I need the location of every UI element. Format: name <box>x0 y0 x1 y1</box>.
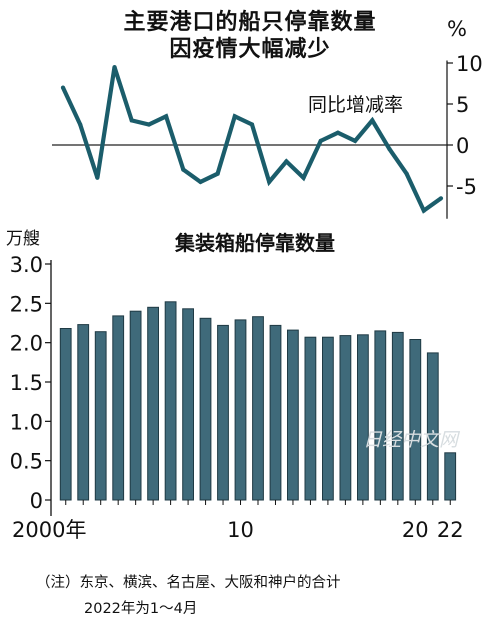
yoy-point-2008 <box>198 179 203 184</box>
yoy-point-2010 <box>232 114 237 119</box>
bar-2014 <box>304 336 317 501</box>
bar-y-tick-label: 1.5 <box>10 371 43 395</box>
footnote: （注）东京、横滨、名古屋、大阪和神户的合计 <box>36 575 341 591</box>
bar-2017 <box>357 334 369 501</box>
bar-y-tick-label: 2.0 <box>10 332 43 356</box>
bar-2001 <box>77 324 90 501</box>
bar-2015 <box>322 336 334 501</box>
line-y-tick-label: 10 <box>456 52 483 76</box>
line-y-tick-label: -5 <box>456 175 477 199</box>
chart-subtitle: 因疫情大幅减少 <box>169 37 331 62</box>
yoy-point-2002 <box>95 175 100 180</box>
bar-2002 <box>94 331 107 501</box>
bar-2008 <box>199 317 212 501</box>
line-y-tick-label: 5 <box>456 93 469 117</box>
yoy-point-2011 <box>249 122 255 127</box>
yoy-point-2016 <box>335 130 341 135</box>
bar-x-tick-label: 10 <box>227 518 254 542</box>
yoy-point-2005 <box>146 122 152 127</box>
bar-2013 <box>287 329 299 501</box>
bar-2022 <box>444 452 457 501</box>
yoy-point-2013 <box>284 159 289 164</box>
bar-2019 <box>391 331 404 501</box>
yoy-point-2014 <box>301 175 306 180</box>
bar-2021 <box>426 352 439 501</box>
yoy-point-2007 <box>181 167 186 172</box>
yoy-point-2015 <box>318 138 323 143</box>
bar-2018 <box>374 330 387 501</box>
yoy-change-line <box>61 66 443 214</box>
bar-2009 <box>217 324 229 501</box>
bar-y-unit-label: 万艘 <box>6 229 40 249</box>
bar-x-tick-label: 2000年 <box>12 518 86 542</box>
yoy-point-2003 <box>112 65 117 70</box>
bar-y-tick-label: 0 <box>30 489 43 513</box>
bar-2007 <box>182 308 194 501</box>
watermark: 日经中文网 <box>363 429 461 451</box>
bar-2010 <box>234 319 247 501</box>
yoy-point-2018 <box>370 118 375 123</box>
bar-2016 <box>339 335 352 501</box>
bar-x-tick-label: 20 <box>402 518 429 542</box>
bar-2006 <box>164 301 177 501</box>
yoy-point-2001 <box>78 122 83 127</box>
bar-2020 <box>409 339 422 501</box>
bar-y-tick-label: 3.0 <box>10 253 43 277</box>
yoy-point-2006 <box>163 114 169 119</box>
yoy-point-2004 <box>129 118 134 123</box>
bar-2011 <box>252 316 264 501</box>
yoy-point-2019 <box>387 147 392 152</box>
line-series-label: 同比增减率 <box>308 94 403 116</box>
yoy-point-2009 <box>215 171 220 176</box>
bar-2003 <box>112 315 125 501</box>
bar-2012 <box>269 324 282 501</box>
bar-2000 <box>59 328 72 501</box>
bar-chart-title: 集装箱船停靠数量 <box>174 231 335 255</box>
yoy-point-2017 <box>352 138 358 143</box>
line-y-unit-label: % <box>447 17 467 41</box>
bar-2005 <box>147 306 159 501</box>
chart-title: 主要港口的船只停靠数量 <box>123 10 377 35</box>
yoy-point-2012 <box>267 179 272 184</box>
bar-x-tick-label: 22 <box>437 518 464 542</box>
bar-y-tick-label: 1.0 <box>10 410 43 434</box>
footnote-date-range: 2022年为1～4月 <box>84 601 198 617</box>
yoy-point-2021 <box>421 208 426 213</box>
yoy-point-2022 <box>438 196 444 201</box>
bar-y-tick-label: 2.5 <box>10 292 43 316</box>
bar-2004 <box>129 310 142 501</box>
yoy-point-2000 <box>60 85 66 90</box>
line-y-tick-label: 0 <box>456 134 469 158</box>
bar-y-tick-label: 0.5 <box>10 450 43 474</box>
yoy-point-2020 <box>404 171 409 176</box>
